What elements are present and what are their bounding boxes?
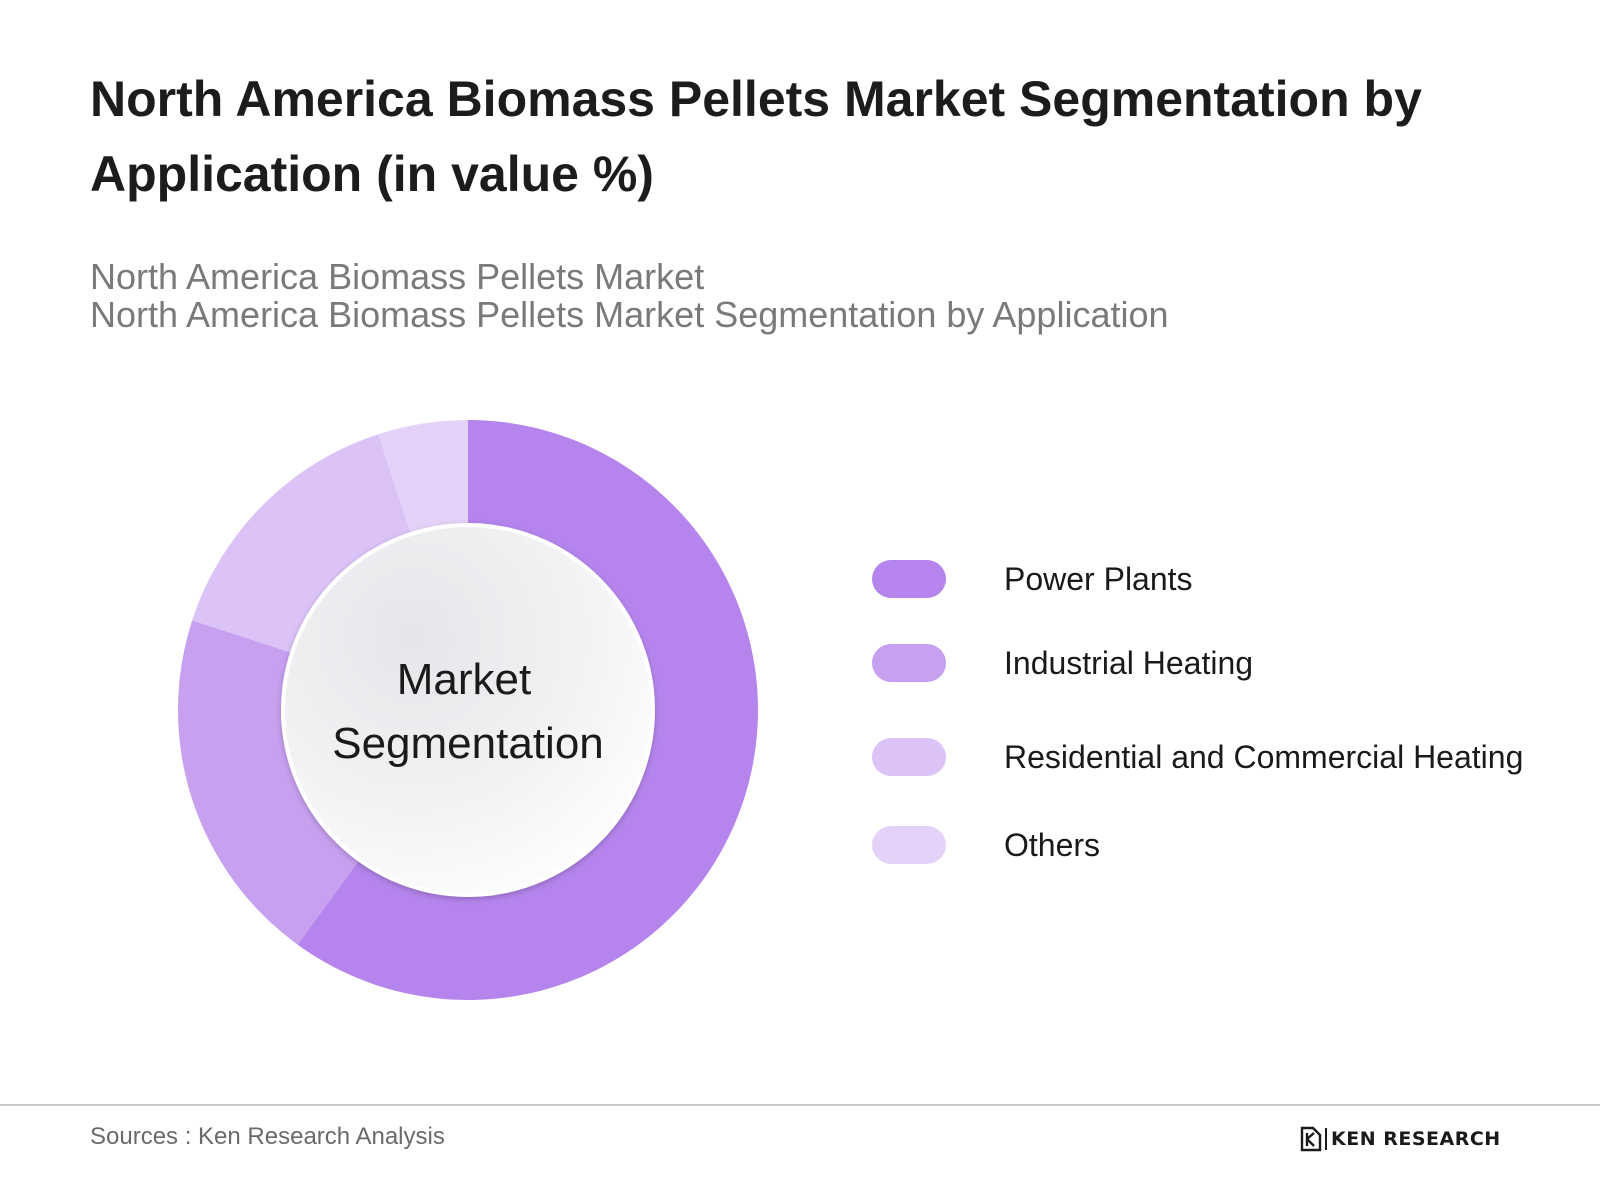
legend-swatch	[872, 738, 946, 776]
subtitle-line-2: North America Biomass Pellets Market Seg…	[90, 294, 1169, 335]
legend-label: Residential and Commercial Heating	[1004, 739, 1524, 775]
legend-label: Others	[1004, 827, 1101, 863]
chart-legend: Power Plants Industrial Heating Residentia…	[872, 560, 1572, 900]
chart-subtitle: North America Biomass Pellets Market Nor…	[90, 258, 1490, 334]
legend-item-industrial-heating: Industrial Heating	[872, 644, 1572, 682]
legend-swatch	[872, 826, 946, 864]
logo-text: KEN RESEARCH	[1331, 1128, 1501, 1150]
center-label-line-2: Segmentation	[332, 719, 604, 768]
legend-item-others: Others	[872, 826, 1572, 864]
subtitle-line-1: North America Biomass Pellets Market	[90, 256, 705, 297]
center-label-line-1: Market	[397, 655, 531, 704]
legend-swatch	[872, 560, 946, 598]
ken-research-logo: KEN RESEARCH	[1300, 1124, 1501, 1154]
donut-center-disc	[281, 523, 655, 897]
donut-chart: Market Segmentation	[178, 420, 758, 1000]
legend-item-power-plants: Power Plants	[872, 560, 1572, 598]
ken-research-logo-icon	[1300, 1126, 1322, 1152]
source-note: Sources : Ken Research Analysis	[90, 1123, 445, 1150]
footer-divider	[0, 1104, 1600, 1106]
legend-label: Power Plants	[1004, 561, 1193, 597]
legend-label: Industrial Heating	[1004, 645, 1254, 681]
legend-item-residential-and-commercial-heating: Residential and Commercial Heating	[872, 738, 1572, 776]
logo-separator	[1325, 1128, 1327, 1150]
chart-title: North America Biomass Pellets Market Seg…	[90, 71, 1422, 202]
legend-swatch	[872, 644, 946, 682]
